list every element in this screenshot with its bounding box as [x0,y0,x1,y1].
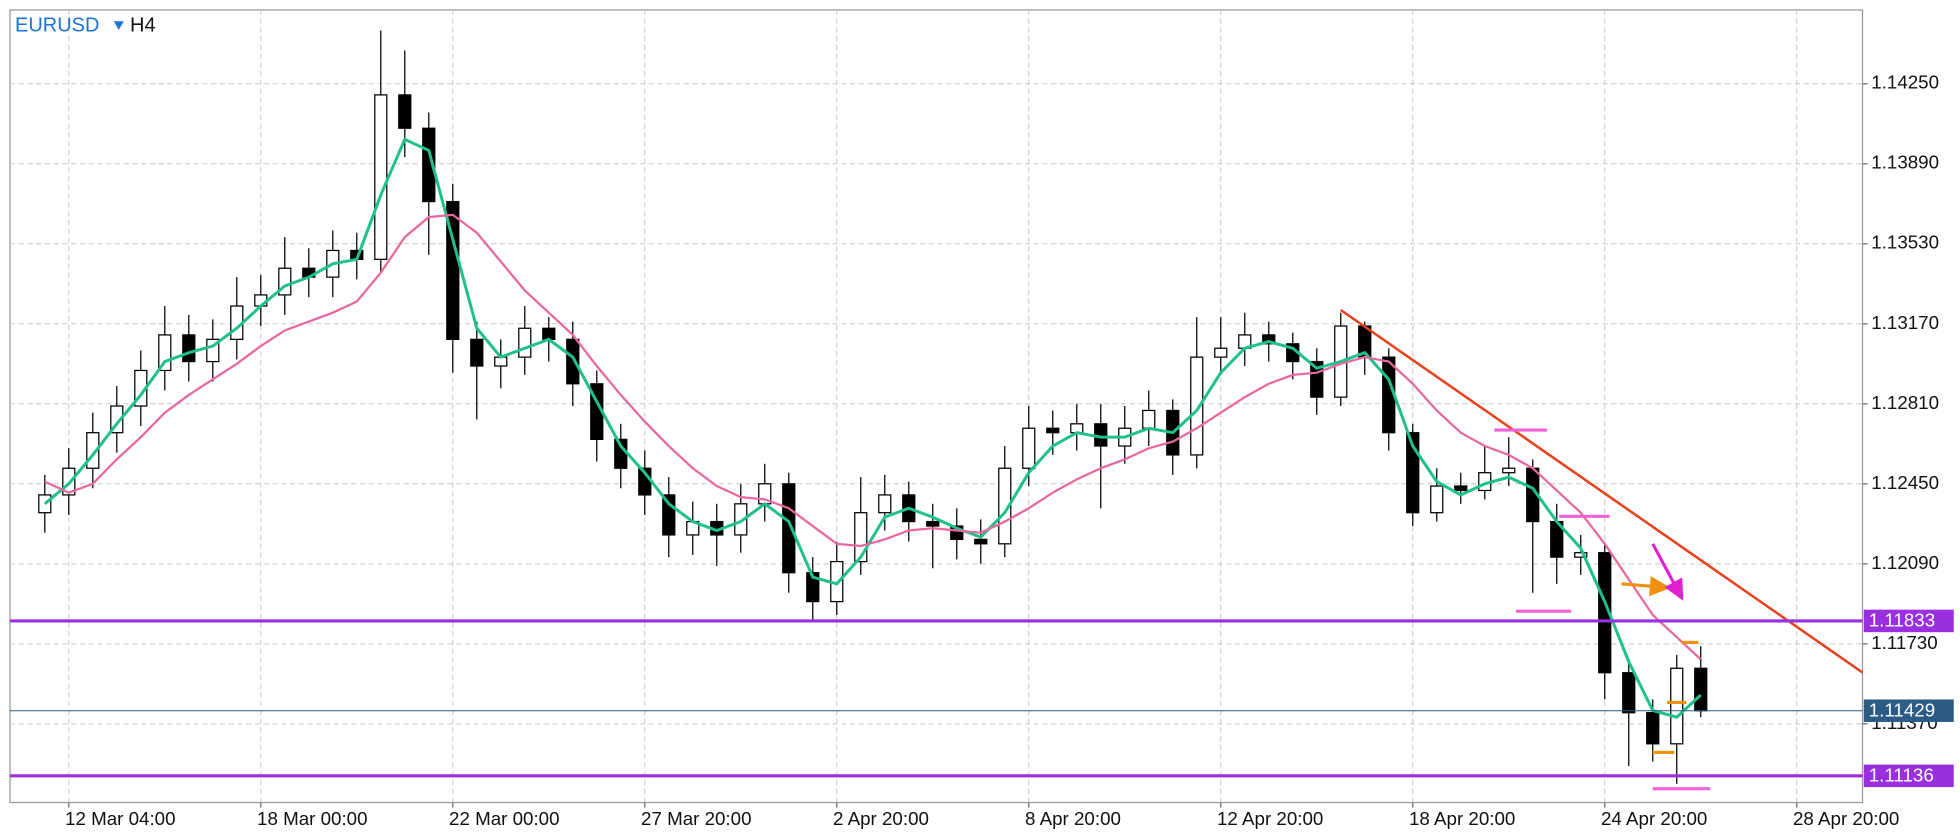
plot-frame [9,9,1864,804]
candle-body [278,267,292,296]
candle-body [1142,409,1156,429]
y-tick-label: 1.13530 [1871,232,1939,253]
candle-body [1694,667,1708,712]
candle-body [374,94,388,260]
candle-body [446,200,460,340]
price-level-label: 1.11833 [1869,610,1935,631]
candle-body [1454,485,1468,492]
candle-body [878,494,892,514]
candle-body [998,467,1012,545]
candle-body [518,327,532,358]
candle-body [566,338,580,385]
price-level-box [1863,699,1954,722]
candle-body [950,525,964,540]
candle-body [926,520,940,527]
candle-body [782,483,796,574]
symbol[interactable]: EURUSD [15,15,99,37]
candle-body [110,405,124,434]
candle-body [854,512,868,563]
moving-average [44,213,1702,661]
x-tick-label: 2 Apr 20:00 [833,808,929,829]
candle-body [1190,356,1204,456]
axis: 1.14250 1.13890 1.13530 1.13170 1.12810 1.124… [65,72,1954,829]
arrow [1651,543,1684,601]
candle-body [470,338,484,367]
x-tick-label: 27 Mar 20:00 [641,808,752,829]
candle-body [1646,712,1660,745]
candle-body [1430,485,1444,514]
y-tick-label: 1.12090 [1871,552,1939,573]
timeframe[interactable]: H4 [130,15,156,37]
dropdown-icon[interactable] [113,21,124,30]
x-tick-label: 8 Apr 20:00 [1025,808,1121,829]
price-level-label: 1.11429 [1869,699,1935,720]
x-tick-label: 12 Mar 04:00 [65,808,175,829]
x-tick-label: 18 Apr 20:00 [1409,808,1515,829]
candle-body [398,94,412,129]
candle-body [1022,427,1036,469]
candle-body [974,538,988,545]
candle-body [1622,672,1636,714]
grid [10,9,1863,803]
y-tick-label: 1.11730 [1871,632,1937,653]
y-tick-label: 1.12450 [1871,472,1939,493]
candle-body [662,494,676,536]
x-tick-label: 28 Apr 20:00 [1793,808,1899,829]
y-tick-label: 1.12810 [1871,392,1939,413]
y-tick-label: 1.14250 [1871,72,1939,93]
candle-body [542,327,556,340]
y-tick-label: 1.13170 [1871,312,1939,333]
candle-body [86,432,100,469]
arrow [1621,576,1671,597]
candle-body [206,338,220,363]
x-tick-label: 24 Apr 20:00 [1601,808,1707,829]
candle-body [1574,552,1588,558]
candle-body [1670,667,1684,745]
candle-body [1214,347,1228,358]
candle-body [422,127,436,203]
candle-body [1502,467,1516,474]
candle-body [158,334,172,372]
candle-body [1262,334,1276,345]
candle-body [1310,360,1324,398]
x-tick-label: 12 Apr 20:00 [1217,808,1323,829]
price-level-box [1863,609,1954,633]
price-level-box [1863,764,1954,788]
x-tick-label: 18 Mar 00:00 [257,808,368,829]
candle-body [1406,432,1420,514]
price-level-label: 1.11136 [1869,764,1934,785]
trendline [1340,308,1864,674]
candle-body [38,494,52,514]
candle-body [806,572,820,603]
marks [10,30,1864,791]
candle-body [734,503,748,536]
symbol-header[interactable]: EURUSD H4 [15,15,156,37]
x-tick-label: 22 Mar 00:00 [449,808,560,829]
y-tick-label: 1.13890 [1871,152,1939,173]
candle-body [1046,427,1060,434]
moving-average [43,137,1702,719]
candle-body [182,334,196,363]
